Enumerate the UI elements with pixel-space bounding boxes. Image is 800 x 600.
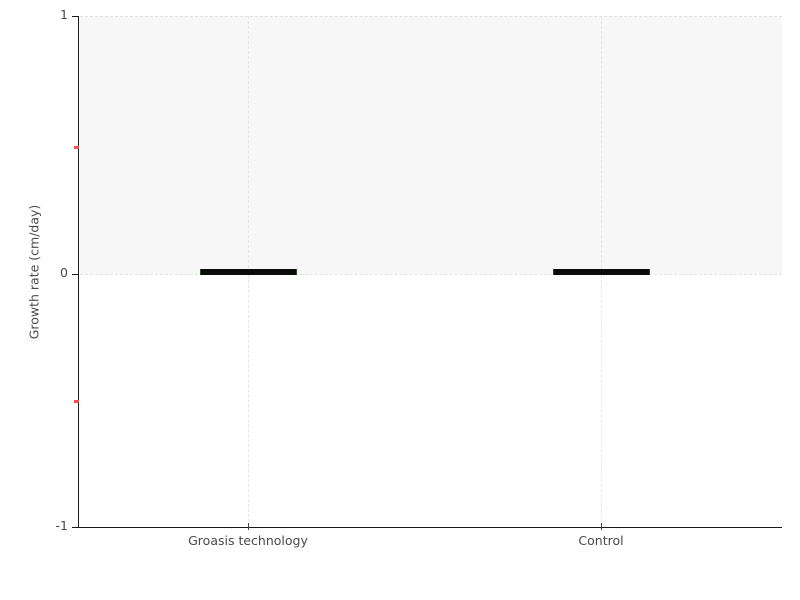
y-axis-title: Growth rate (cm/day) <box>26 204 42 340</box>
x-tick-mark-groasis-technology <box>248 523 249 530</box>
y-minor-tick-minus-0-5 <box>74 400 79 403</box>
gridline-y-0 <box>80 274 782 275</box>
gridline-y-1 <box>80 16 782 17</box>
y-minor-tick-0-5 <box>74 146 79 149</box>
y-tick-mark-0 <box>72 274 79 275</box>
y-tick-mark-minus-1 <box>72 527 79 528</box>
y-tick-label-minus-1: -1 <box>55 518 68 533</box>
bar-control[interactable] <box>553 269 650 275</box>
y-axis-line <box>78 16 79 527</box>
plot-area-band <box>80 16 782 274</box>
x-tick-label-control: Control <box>578 533 624 548</box>
y-tick-label-0: 0 <box>60 265 68 280</box>
x-tick-mark-control <box>601 523 602 530</box>
y-tick-mark-1 <box>72 16 79 17</box>
bar-groasis-technology[interactable] <box>200 269 297 275</box>
y-tick-label-1: 1 <box>60 7 68 22</box>
x-tick-label-groasis-technology: Groasis technology <box>188 533 308 548</box>
x-axis-line <box>78 527 782 528</box>
